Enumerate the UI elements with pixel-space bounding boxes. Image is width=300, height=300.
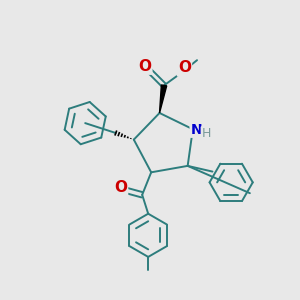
Text: H: H [202, 127, 211, 140]
Text: O: O [178, 61, 191, 76]
Text: O: O [138, 59, 151, 74]
Polygon shape [160, 85, 167, 113]
Text: N: N [190, 123, 202, 137]
Text: O: O [114, 180, 127, 195]
